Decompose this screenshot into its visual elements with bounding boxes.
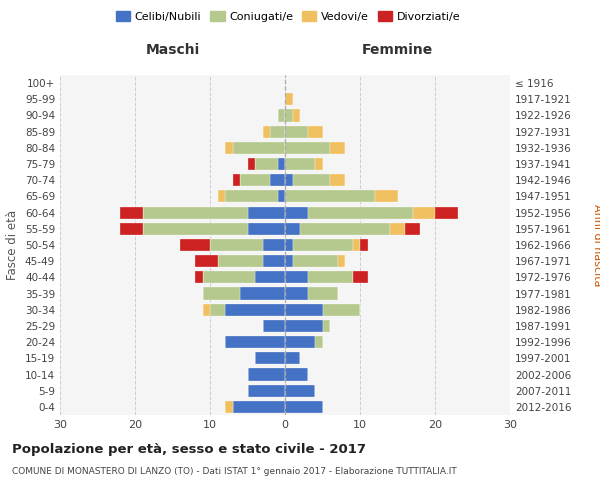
Bar	[360, 239, 367, 251]
Bar	[255, 272, 285, 283]
Bar	[277, 110, 285, 122]
Bar	[203, 304, 210, 316]
Text: Femmine: Femmine	[362, 44, 433, 58]
Bar	[225, 142, 233, 154]
Bar	[225, 190, 277, 202]
Bar	[330, 142, 345, 154]
Text: Maschi: Maschi	[145, 44, 200, 58]
Bar	[248, 158, 255, 170]
Bar	[240, 288, 285, 300]
Bar	[263, 320, 285, 332]
Bar	[210, 239, 263, 251]
Bar	[315, 158, 323, 170]
Bar	[233, 401, 285, 413]
Bar	[285, 384, 315, 397]
Bar	[255, 158, 277, 170]
Bar	[143, 222, 248, 235]
Bar	[308, 272, 353, 283]
Bar	[285, 206, 308, 218]
Bar	[203, 288, 240, 300]
Bar	[285, 158, 315, 170]
Bar	[413, 206, 435, 218]
Bar	[300, 222, 390, 235]
Bar	[248, 368, 285, 380]
Bar	[285, 93, 293, 106]
Bar	[277, 158, 285, 170]
Bar	[285, 222, 300, 235]
Bar	[375, 190, 398, 202]
Bar	[263, 126, 270, 138]
Bar	[225, 304, 285, 316]
Bar	[337, 255, 345, 268]
Bar	[263, 255, 285, 268]
Bar	[277, 190, 285, 202]
Bar	[285, 239, 293, 251]
Bar	[285, 304, 323, 316]
Bar	[323, 304, 360, 316]
Bar	[218, 190, 225, 202]
Bar	[218, 255, 263, 268]
Bar	[285, 126, 308, 138]
Bar	[210, 304, 225, 316]
Bar	[353, 239, 360, 251]
Bar	[285, 272, 308, 283]
Bar	[293, 239, 353, 251]
Bar	[225, 401, 233, 413]
Bar	[405, 222, 420, 235]
Bar	[143, 206, 248, 218]
Bar	[308, 126, 323, 138]
Bar	[195, 272, 203, 283]
Bar	[285, 368, 308, 380]
Bar	[285, 288, 308, 300]
Bar	[323, 320, 330, 332]
Bar	[390, 222, 405, 235]
Bar	[285, 142, 330, 154]
Bar	[248, 206, 285, 218]
Legend: Celibi/Nubili, Coniugati/e, Vedovi/e, Divorziati/e: Celibi/Nubili, Coniugati/e, Vedovi/e, Di…	[112, 8, 464, 25]
Bar	[285, 352, 300, 364]
Bar	[120, 222, 143, 235]
Bar	[248, 222, 285, 235]
Bar	[255, 352, 285, 364]
Bar	[285, 320, 323, 332]
Bar	[285, 255, 293, 268]
Bar	[330, 174, 345, 186]
Bar	[195, 255, 218, 268]
Bar	[240, 174, 270, 186]
Bar	[270, 126, 285, 138]
Bar	[233, 174, 240, 186]
Bar	[180, 239, 210, 251]
Bar	[270, 174, 285, 186]
Bar	[285, 174, 293, 186]
Bar	[233, 142, 285, 154]
Bar	[263, 239, 285, 251]
Bar	[308, 206, 413, 218]
Bar	[315, 336, 323, 348]
Bar	[293, 174, 330, 186]
Bar	[353, 272, 367, 283]
Text: COMUNE DI MONASTERO DI LANZO (TO) - Dati ISTAT 1° gennaio 2017 - Elaborazione TU: COMUNE DI MONASTERO DI LANZO (TO) - Dati…	[12, 468, 457, 476]
Bar	[285, 190, 375, 202]
Bar	[285, 336, 315, 348]
Bar	[308, 288, 337, 300]
Bar	[285, 110, 293, 122]
Bar	[248, 384, 285, 397]
Bar	[293, 110, 300, 122]
Bar	[120, 206, 143, 218]
Bar	[293, 255, 337, 268]
Bar	[203, 272, 255, 283]
Bar	[435, 206, 458, 218]
Y-axis label: Fasce di età: Fasce di età	[7, 210, 19, 280]
Text: Anni di nascita: Anni di nascita	[592, 204, 600, 286]
Text: Popolazione per età, sesso e stato civile - 2017: Popolazione per età, sesso e stato civil…	[12, 442, 366, 456]
Bar	[225, 336, 285, 348]
Bar	[285, 401, 323, 413]
